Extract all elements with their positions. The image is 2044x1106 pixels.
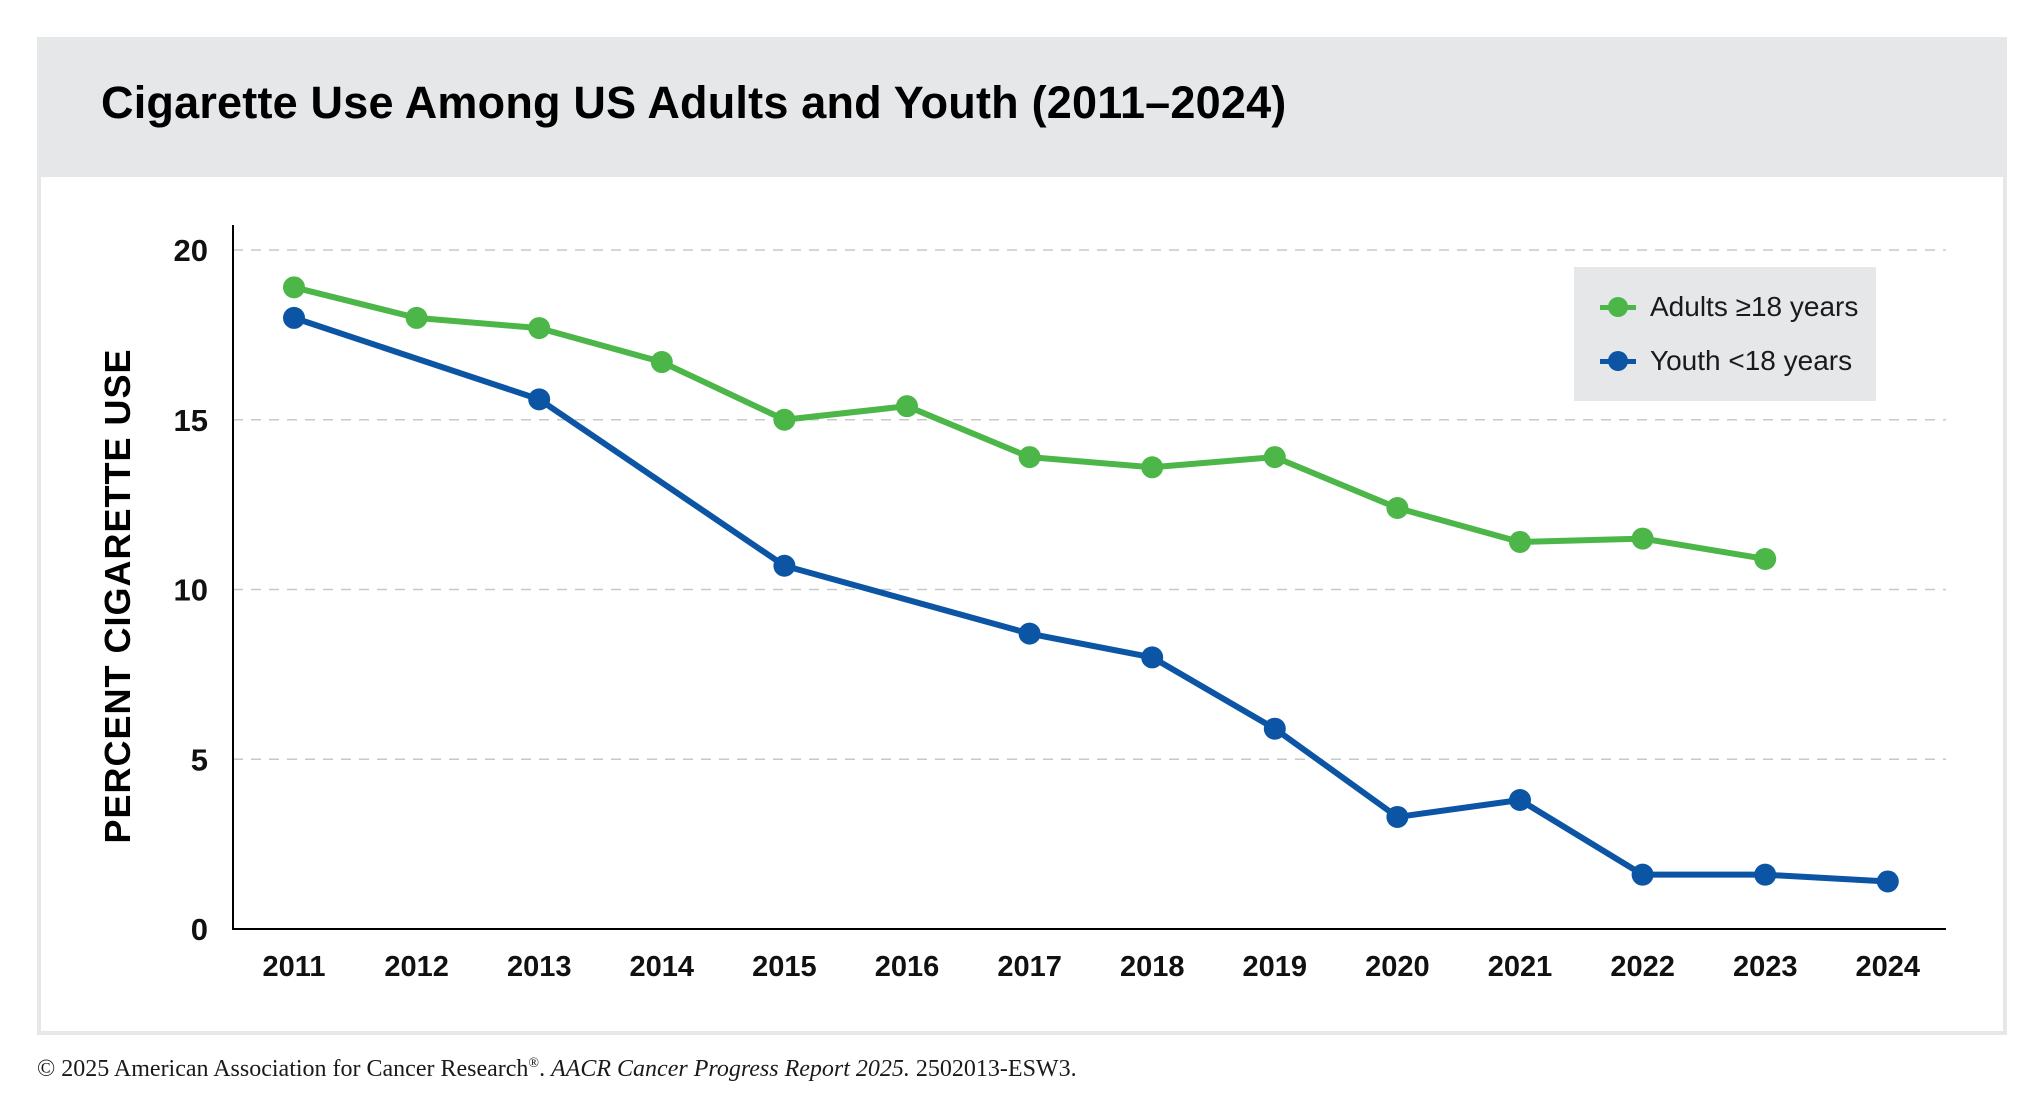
x-tick-label-2011: 2011 bbox=[263, 951, 326, 983]
y-tick-label-15: 15 bbox=[174, 403, 208, 438]
data-point-youth-2011 bbox=[283, 306, 305, 329]
x-tick-label-2022: 2022 bbox=[1610, 951, 1675, 983]
x-tick-label-2023: 2023 bbox=[1733, 951, 1798, 983]
data-point-youth-2017 bbox=[1018, 622, 1041, 645]
chart-title: Cigarette Use Among US Adults and Youth … bbox=[101, 77, 1287, 128]
footer-registered: ® bbox=[528, 1056, 540, 1071]
data-point-adults-2013 bbox=[528, 317, 551, 340]
footer-separator: . bbox=[539, 1056, 552, 1082]
x-tick-label-2018: 2018 bbox=[1120, 951, 1185, 983]
legend-dot-youth bbox=[1608, 351, 1628, 371]
y-tick-label-0: 0 bbox=[191, 912, 208, 947]
x-tick-label-2020: 2020 bbox=[1365, 951, 1430, 983]
legend: Adults ≥18 years Youth <18 years bbox=[1574, 267, 1876, 401]
data-point-youth-2022 bbox=[1631, 863, 1654, 886]
data-point-adults-2019 bbox=[1263, 446, 1286, 469]
data-point-adults-2020 bbox=[1386, 497, 1409, 520]
data-point-adults-2022 bbox=[1631, 527, 1654, 550]
data-point-adults-2018 bbox=[1141, 456, 1164, 479]
data-point-adults-2021 bbox=[1509, 530, 1531, 553]
legend-swatch-youth bbox=[1600, 341, 1636, 381]
data-point-adults-2011 bbox=[283, 276, 305, 299]
x-tick-label-2015: 2015 bbox=[752, 951, 817, 983]
legend-swatch-adults bbox=[1600, 287, 1636, 327]
data-point-youth-2023 bbox=[1754, 863, 1777, 886]
legend-label-youth: Youth <18 years bbox=[1650, 345, 1853, 376]
data-point-adults-2017 bbox=[1018, 446, 1041, 469]
legend-dot-adults bbox=[1608, 297, 1628, 317]
y-tick-label-10: 10 bbox=[174, 573, 208, 608]
x-tick-label-2013: 2013 bbox=[507, 951, 572, 983]
data-point-adults-2014 bbox=[650, 351, 673, 374]
footer-code: 2502013-ESW3. bbox=[909, 1056, 1077, 1082]
x-tick-label-2017: 2017 bbox=[997, 951, 1062, 983]
x-tick-label-2016: 2016 bbox=[875, 951, 940, 983]
legend-label-adults: Adults ≥18 years bbox=[1650, 291, 1859, 322]
data-point-youth-2020 bbox=[1386, 805, 1409, 828]
x-tick-label-2021: 2021 bbox=[1488, 951, 1553, 983]
data-point-youth-2019 bbox=[1263, 717, 1286, 740]
data-point-youth-2013 bbox=[528, 388, 551, 411]
y-tick-label-5: 5 bbox=[191, 742, 208, 777]
series-line-adults bbox=[291, 284, 1769, 562]
line-chart: 0 5 10 15 20 2011 2012 2013 2014 2015 2016 2017 2018… bbox=[97, 225, 1946, 983]
data-point-adults-2016 bbox=[896, 395, 918, 418]
data-point-youth-2015 bbox=[773, 554, 796, 577]
footer-credit: © 2025 American Association for Cancer R… bbox=[37, 1056, 1077, 1083]
data-point-youth-2018 bbox=[1141, 646, 1164, 669]
y-tick-label-20: 20 bbox=[174, 233, 208, 268]
data-point-youth-2024 bbox=[1876, 870, 1899, 893]
footer-report: AACR Cancer Progress Report 2025. bbox=[551, 1056, 910, 1082]
data-point-adults-2023 bbox=[1754, 547, 1777, 570]
x-tick-label-2012: 2012 bbox=[384, 951, 449, 983]
x-tick-label-2019: 2019 bbox=[1243, 951, 1308, 983]
data-point-adults-2015 bbox=[773, 408, 796, 431]
legend-item-adults: Adults ≥18 years bbox=[1600, 287, 1858, 327]
chart-frame: Cigarette Use Among US Adults and Youth … bbox=[37, 37, 2007, 1035]
data-point-adults-2012 bbox=[405, 306, 428, 329]
footer-copyright: © 2025 American Association for Cancer R… bbox=[37, 1056, 529, 1082]
x-tick-label-2014: 2014 bbox=[630, 951, 695, 983]
x-tick-label-2024: 2024 bbox=[1856, 951, 1921, 983]
data-point-youth-2021 bbox=[1509, 788, 1531, 811]
legend-item-youth: Youth <18 years bbox=[1600, 341, 1852, 381]
y-axis-title: PERCENT CIGARETTE USE bbox=[97, 348, 138, 843]
title-bar: Cigarette Use Among US Adults and Youth … bbox=[41, 41, 2003, 177]
